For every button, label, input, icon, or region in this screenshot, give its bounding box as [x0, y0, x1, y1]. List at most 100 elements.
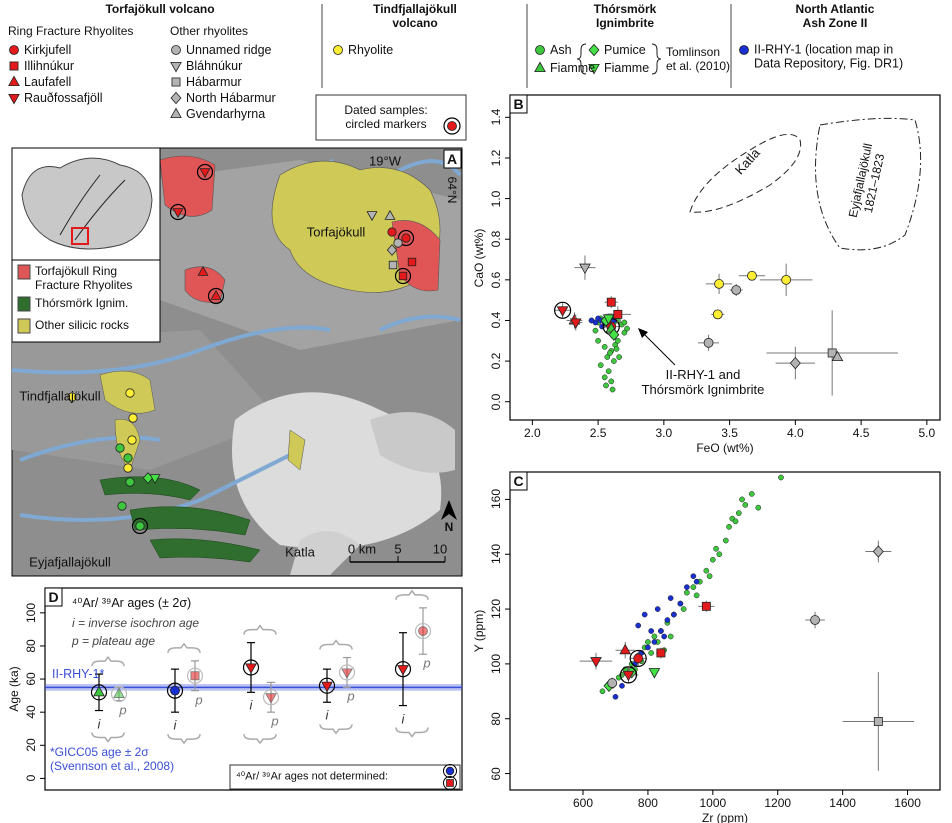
y-tick-label: 100 [25, 603, 39, 623]
data-point [613, 694, 618, 699]
sample-site [389, 261, 397, 269]
legend-label: North Hábarmur [186, 91, 276, 105]
x-tick-label: 2.5 [590, 427, 607, 441]
sample-site [399, 272, 407, 280]
legend-marker [446, 767, 454, 775]
map-label: 64°N [444, 177, 458, 204]
legend-label: Hábarmur [186, 75, 242, 89]
data-point [608, 679, 617, 688]
data-point [602, 344, 607, 349]
sample-site [126, 478, 134, 486]
data-point [191, 672, 199, 680]
data-point [634, 654, 643, 663]
data-point [609, 379, 614, 384]
data-point [598, 363, 603, 368]
y-tick-label: 0.6 [490, 272, 504, 289]
legend-label: Bláhnúkur [186, 59, 242, 73]
legend-note: Dated samples: circled markers [344, 104, 427, 132]
data-point [652, 634, 657, 639]
data-point [617, 354, 622, 359]
legend-label: Ash [550, 43, 572, 57]
data-point [743, 502, 748, 507]
point-label: i [98, 717, 101, 732]
not-determined-label: ⁴⁰Ar/ ³⁹Ar ages not determined: [236, 771, 388, 784]
brace [652, 44, 661, 74]
plot-frame [510, 472, 940, 790]
x-tick-label: 1600 [894, 797, 921, 811]
data-point [600, 689, 605, 694]
sample-site [388, 228, 396, 236]
data-point [713, 546, 718, 551]
y-tick-label: 0.8 [490, 231, 504, 248]
data-point [658, 628, 663, 633]
x-tick-label: 800 [638, 797, 658, 811]
map-label: Eyjafjallajökull [29, 556, 111, 571]
data-point [713, 310, 722, 319]
legend-marker [447, 780, 454, 787]
sample-site [128, 436, 136, 444]
legend-label: Fiamme [604, 61, 649, 75]
data-point [610, 387, 615, 392]
legend-marker [9, 94, 19, 103]
x-tick-label: 1400 [829, 797, 856, 811]
map-legend-label: Other silicic rocks [35, 319, 129, 333]
map-label: 19°W [369, 155, 401, 170]
data-point [657, 649, 665, 657]
y-tick-label: 100 [490, 654, 504, 674]
sample-site [124, 464, 132, 472]
point-label: i [326, 709, 329, 724]
data-point [614, 310, 622, 318]
sample-site [136, 522, 144, 530]
x-tick-label: 1000 [699, 797, 726, 811]
data-point [782, 275, 791, 284]
y-tick-label: 0.4 [490, 312, 504, 329]
y-tick-label: 140 [490, 544, 504, 564]
y-tick-label: 80 [490, 712, 504, 725]
legend-marker [536, 46, 545, 55]
data-point [756, 505, 761, 510]
data-point [665, 617, 670, 622]
legend-label: Unnamed ridge [186, 43, 271, 57]
y-tick-label: 120 [490, 599, 504, 619]
legend-label: Kirkjufell [24, 43, 71, 57]
data-point [684, 590, 689, 595]
data-point [606, 369, 611, 374]
sample-site [129, 414, 137, 422]
legend-marker [172, 46, 181, 55]
legend-marker [10, 62, 18, 70]
data-point [684, 585, 689, 590]
y-tick-label: 20 [25, 739, 39, 752]
legend-marker [589, 44, 599, 55]
legend-label: Rauðfossafjöll [24, 91, 103, 105]
legend-marker [171, 62, 181, 71]
data-point [694, 579, 699, 584]
data-point [715, 279, 724, 288]
scale-label: 5 [394, 543, 401, 558]
sample-site [126, 389, 134, 397]
legend-group-title: Torfajökull volcano [105, 3, 214, 17]
sample-site [116, 444, 124, 452]
legend-marker [448, 122, 457, 131]
data-point [736, 511, 741, 516]
point-label: i [174, 719, 177, 734]
x-tick-label: 2.0 [524, 427, 541, 441]
map-legend-patch [18, 297, 30, 311]
point-label: p [423, 657, 430, 672]
y-tick-label: 1.2 [490, 150, 504, 167]
data-point [671, 612, 676, 617]
x-tick-label: 1200 [764, 797, 791, 811]
figure-canvas [0, 0, 952, 823]
point-label: i [250, 699, 253, 714]
x-axis-label: FeO (wt%) [696, 442, 753, 456]
panel-label: B [513, 96, 523, 112]
data-point [681, 606, 686, 611]
annotation: II-RHY-1 and Thórsmörk Ignimbrite [642, 368, 765, 398]
data-point [691, 585, 696, 590]
map-legend-patch [18, 319, 30, 333]
legend-group-title: Thórsmörk Ignimbrite [594, 3, 657, 31]
north-label: N [445, 521, 454, 535]
data-point [662, 634, 667, 639]
x-tick-label: 4.0 [787, 427, 804, 441]
data-point [655, 606, 660, 611]
data-point [710, 557, 715, 562]
